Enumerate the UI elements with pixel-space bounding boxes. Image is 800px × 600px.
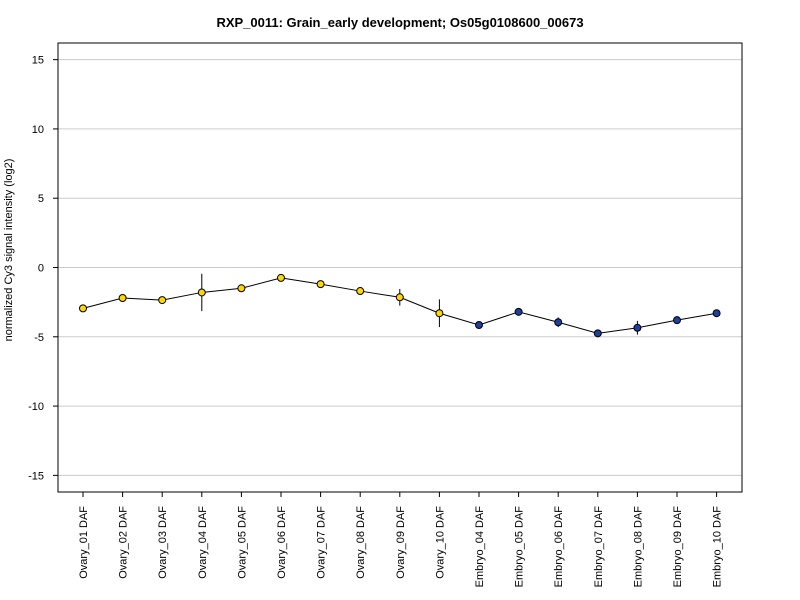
chart-title: RXP_0011: Grain_early development; Os05g… [216,15,583,30]
x-tick-label: Ovary_03 DAF [157,506,169,579]
y-tick-label: 10 [32,124,44,136]
y-tick-label: 5 [38,193,44,205]
x-tick-label: Ovary_09 DAF [395,506,407,579]
data-point [633,323,642,332]
y-tick-label: -15 [28,470,44,482]
y-tick-label: 15 [32,55,44,67]
x-tick-label: Embryo_07 DAF [593,506,605,588]
y-axis: -15 -10 -5 0 5 10 15 [28,55,58,482]
y-tick-label: -5 [34,332,44,344]
data-point [593,329,602,338]
data-point [554,318,563,327]
y-axis-label: normalized Cy3 signal intensity (log2) [3,159,15,342]
x-tick-label: Ovary_06 DAF [276,506,288,579]
data-point [435,309,444,318]
x-tick-label: Ovary_07 DAF [316,506,328,579]
data-point [118,293,127,302]
y-tick-label: -10 [28,401,44,413]
data-point [277,273,285,282]
x-tick-label: Embryo_08 DAF [632,506,644,588]
data-point [158,296,167,305]
data-point [395,293,404,302]
data-point [197,288,206,297]
x-tick-label: Ovary_04 DAF [197,506,209,579]
data-point [712,309,721,318]
x-tick-label: Ovary_02 DAF [118,506,130,579]
x-tick-label: Ovary_08 DAF [355,506,367,579]
data-point [79,304,87,313]
gridlines [58,59,742,476]
data-point [475,321,483,330]
error-bars [201,273,638,335]
data-points [79,273,721,338]
data-point [237,284,246,293]
x-tick-label: Ovary_10 DAF [434,506,446,579]
x-tick-label: Ovary_05 DAF [236,506,248,579]
data-point [316,280,325,289]
x-tick-label: Embryo_04 DAF [474,506,486,588]
data-point [673,316,681,325]
data-point [356,287,365,296]
x-tick-label: Embryo_06 DAF [553,506,565,588]
x-tick-label: Ovary_01 DAF [78,506,90,579]
data-point [514,307,523,316]
x-axis: Ovary_01 DAF Ovary_02 DAF Ovary_03 DAF Ovar… [78,492,724,587]
y-tick-label: 0 [38,263,44,275]
x-tick-label: Embryo_09 DAF [672,506,684,588]
x-tick-label: Embryo_10 DAF [712,506,724,588]
x-tick-label: Embryo_05 DAF [514,506,526,588]
